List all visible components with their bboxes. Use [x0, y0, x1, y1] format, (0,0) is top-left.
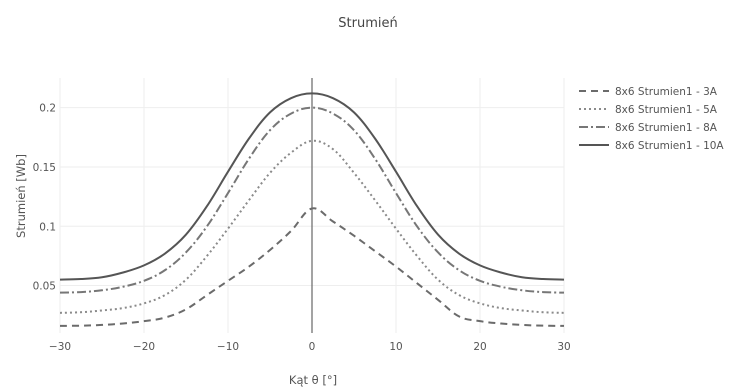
- legend-item-2[interactable]: 8x6 Strumien1 - 5A: [579, 104, 718, 116]
- series-line-1: [59, 207, 565, 327]
- x-tick-label-2: −10: [217, 341, 239, 353]
- x-tick-label-5: 20: [473, 341, 486, 353]
- legend-label-1: 8x6 Strumien1 - 3A: [615, 86, 718, 98]
- x-tick-label-4: 10: [389, 341, 402, 353]
- x-axis-ticks: −30 −20 −10 0 10 20 30: [49, 341, 571, 353]
- series-line-4: [59, 92, 565, 281]
- y-tick-label-0: 0.05: [33, 281, 56, 293]
- y-axis-ticks: 0.05 0.1 0.15 0.2: [33, 103, 56, 293]
- x-tick-label-0: −30: [49, 341, 71, 353]
- x-axis-label: Kąt θ [°]: [289, 373, 337, 387]
- y-tick-label-3: 0.2: [39, 103, 56, 115]
- legend[interactable]: 8x6 Strumien1 - 3A 8x6 Strumien1 - 5A 8x6 …: [579, 86, 724, 152]
- x-tick-label-1: −20: [133, 341, 155, 353]
- legend-item-1[interactable]: 8x6 Strumien1 - 3A: [579, 86, 718, 98]
- chart-title: Strumień: [338, 16, 397, 31]
- x-tick-label-6: 30: [557, 341, 570, 353]
- series-group: [59, 92, 565, 327]
- legend-label-3: 8x6 Strumien1 - 8A: [615, 122, 718, 134]
- x-tick-label-3: 0: [309, 341, 316, 353]
- series-line-3: [59, 106, 565, 294]
- y-tick-label-2: 0.15: [33, 162, 56, 174]
- legend-item-3[interactable]: 8x6 Strumien1 - 8A: [579, 122, 718, 134]
- y-tick-label-1: 0.1: [39, 221, 56, 233]
- legend-label-4: 8x6 Strumien1 - 10A: [615, 140, 724, 152]
- legend-item-4[interactable]: 8x6 Strumien1 - 10A: [579, 140, 724, 152]
- legend-label-2: 8x6 Strumien1 - 5A: [615, 104, 718, 116]
- y-axis-label: Strumień [Wb]: [14, 154, 28, 238]
